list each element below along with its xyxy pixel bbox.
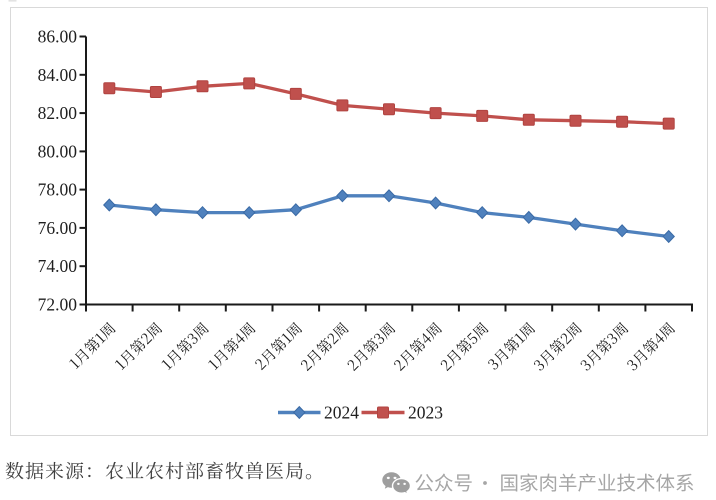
svg-text:2023: 2023 [408,403,443,423]
svg-text:2024: 2024 [324,403,359,423]
svg-text:76.00: 76.00 [38,218,78,238]
svg-text:78.00: 78.00 [38,180,78,200]
svg-text:80.00: 80.00 [38,141,78,161]
svg-text:74.00: 74.00 [38,256,78,276]
svg-text:84.00: 84.00 [38,65,78,85]
svg-text:86.00: 86.00 [38,27,78,47]
svg-text:82.00: 82.00 [38,103,78,123]
svg-text:72.00: 72.00 [38,295,78,315]
